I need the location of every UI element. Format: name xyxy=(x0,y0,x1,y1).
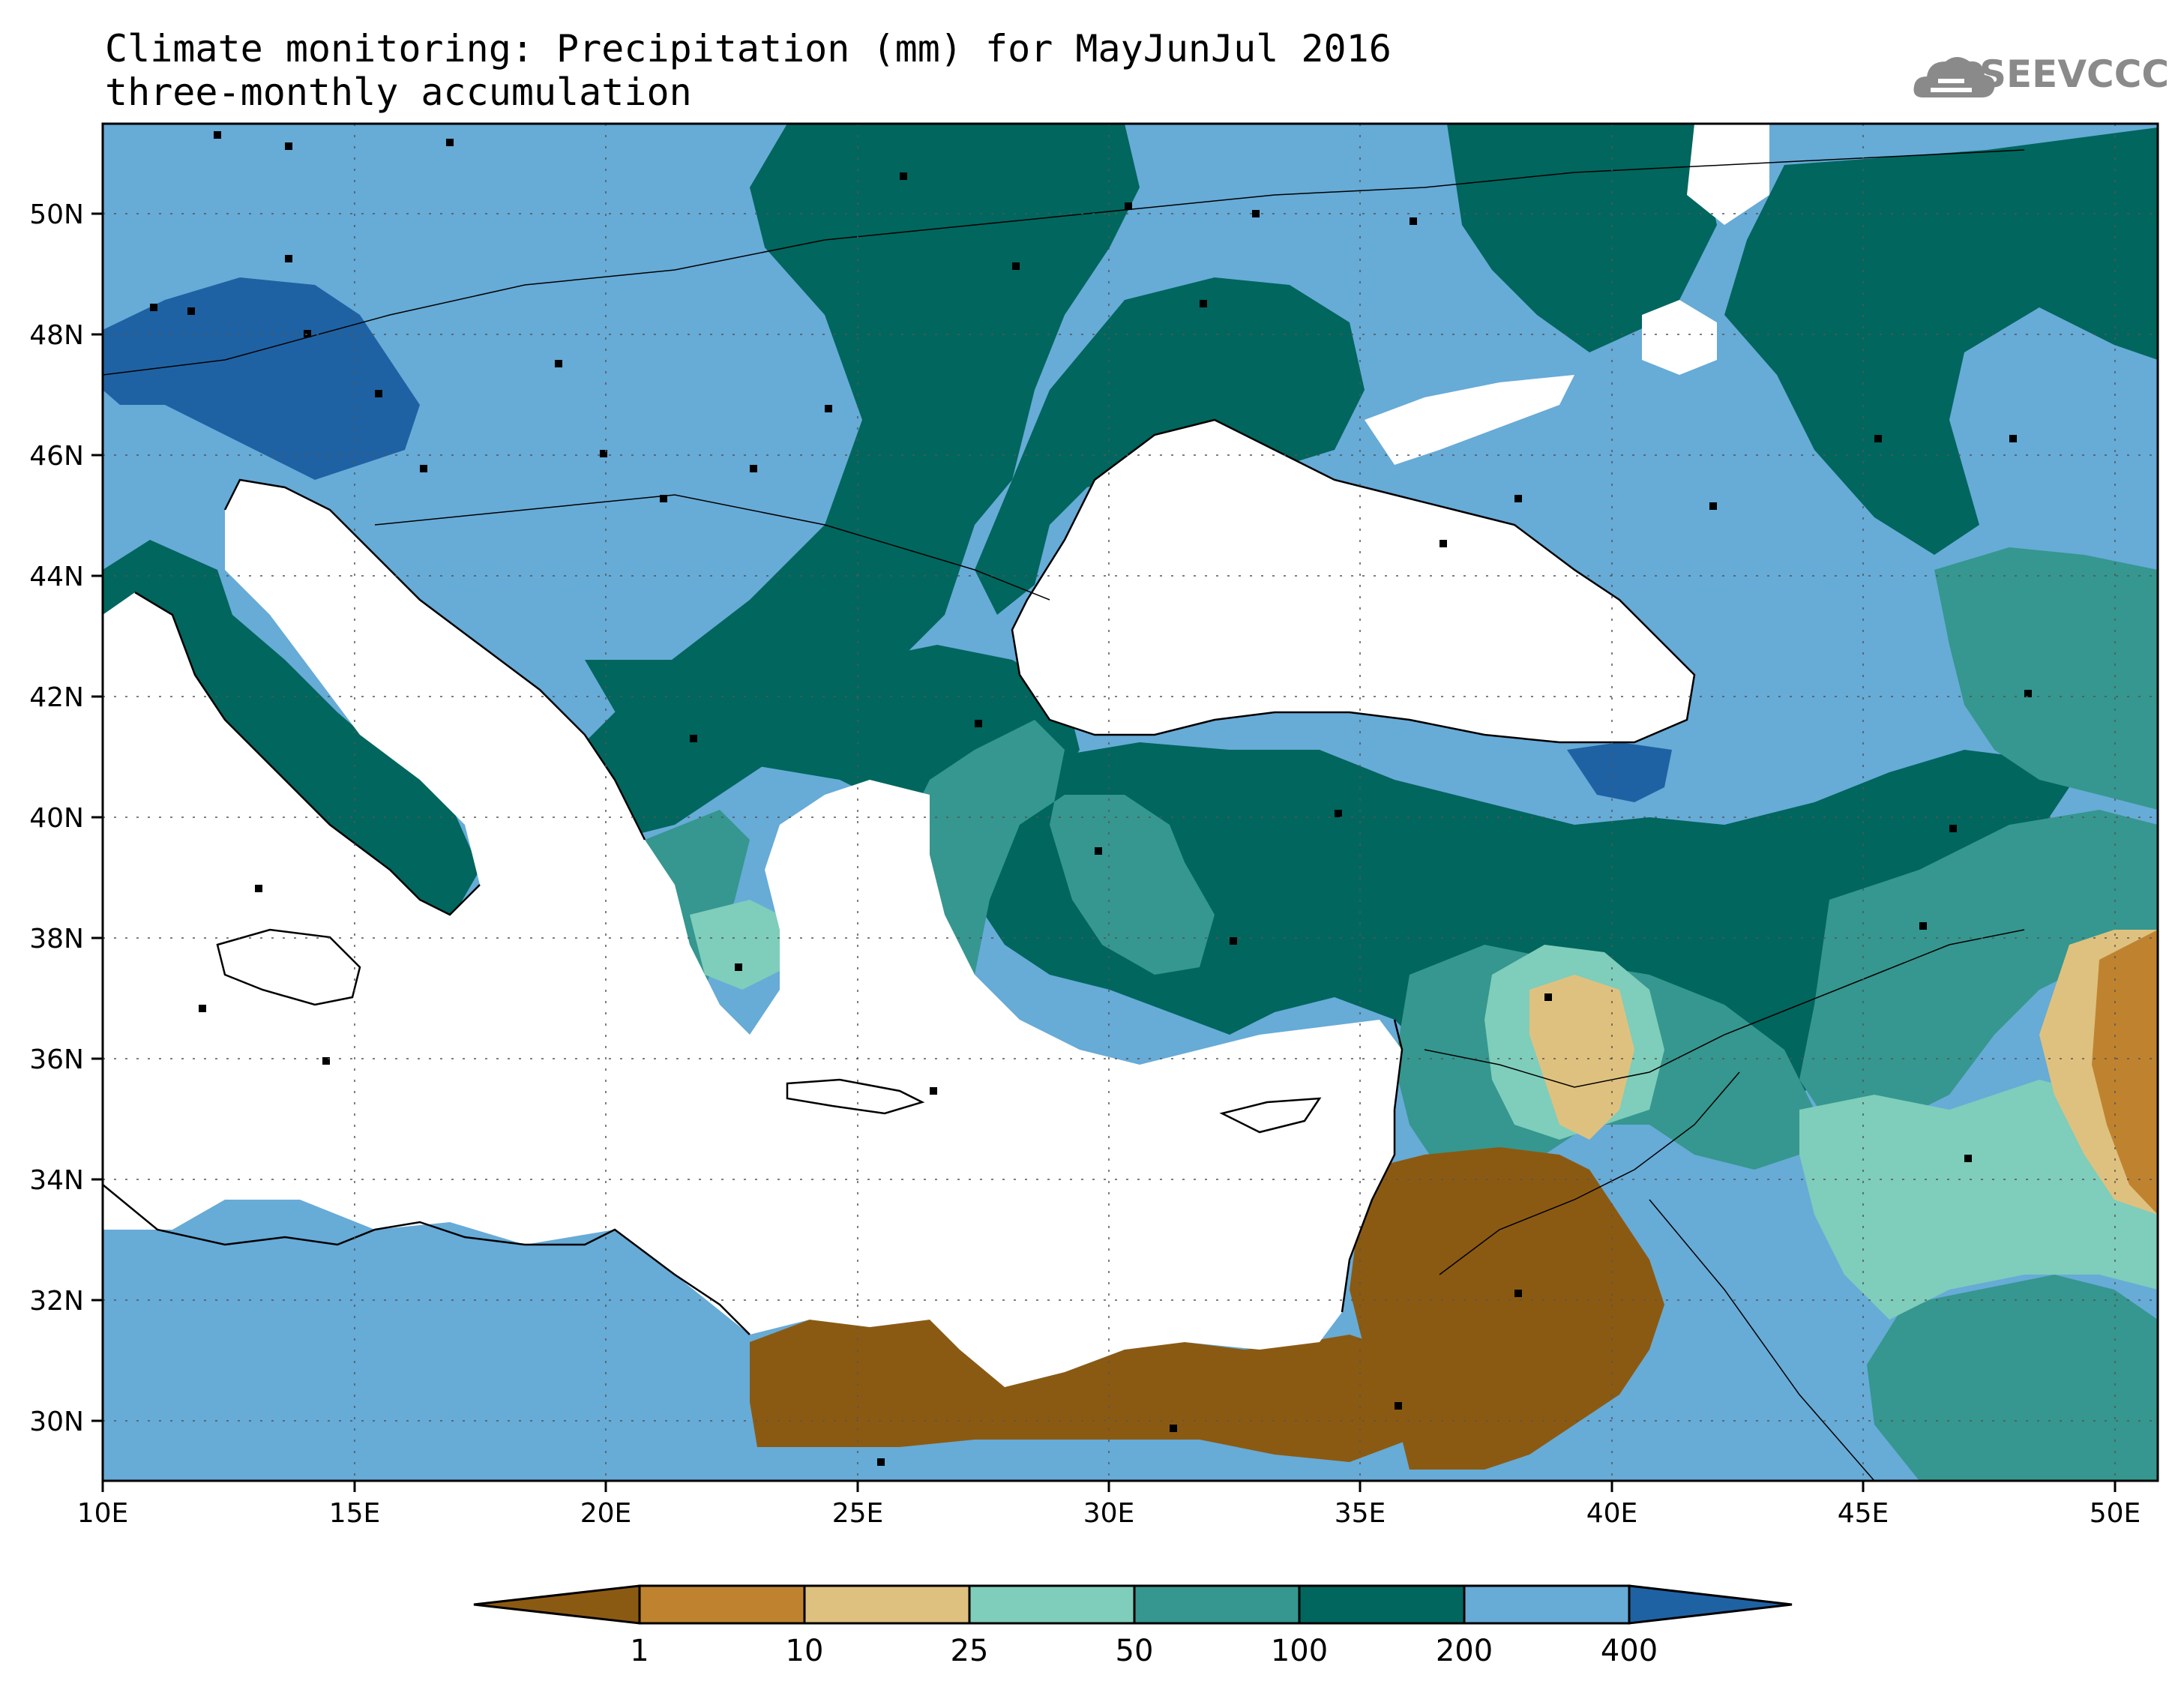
y-tick-label: 42N xyxy=(29,682,84,713)
cloud-icon xyxy=(1913,57,1995,97)
map-subtitle: three-monthly accumulation xyxy=(105,70,692,114)
station-markers xyxy=(150,131,2032,1466)
colorbar-segment xyxy=(1628,1584,1793,1625)
x-tick-label: 50E xyxy=(2090,1498,2141,1529)
y-tick-label: 36N xyxy=(29,1044,84,1075)
region-50-100-greece xyxy=(690,900,795,990)
x-tick-label: 45E xyxy=(1838,1498,1889,1529)
region-10-25-jordan xyxy=(1529,975,1634,1140)
y-tick-label: 34N xyxy=(29,1165,84,1196)
colorbar-label: 100 xyxy=(1271,1634,1328,1668)
y-tick-label: 44N xyxy=(29,562,84,592)
sea-azov xyxy=(1365,375,1574,465)
region-above-400-georgia xyxy=(1567,742,1672,802)
colorbar xyxy=(473,1584,1793,1625)
region-100-200-iraq xyxy=(1799,810,2158,1125)
sea-caspian xyxy=(1642,300,1717,375)
country-borders xyxy=(103,149,2025,1481)
x-tick-label: 25E xyxy=(832,1498,884,1529)
colorbar-label: 50 xyxy=(1116,1634,1154,1668)
region-50-100-iraq xyxy=(1799,1080,2158,1320)
y-tick-label: 50N xyxy=(29,199,84,230)
region-100-200-turkey-west xyxy=(885,720,1215,990)
map-frame xyxy=(101,122,2159,1482)
region-below-1-egypt xyxy=(750,1320,1410,1462)
colorbar-label: 400 xyxy=(1601,1634,1658,1668)
sea-black xyxy=(1012,420,1694,742)
colorbar-segment xyxy=(803,1584,971,1625)
map-field xyxy=(103,124,2158,1481)
x-tick-label: 15E xyxy=(329,1498,381,1529)
colorbar-label: 25 xyxy=(951,1634,989,1668)
colorbar-segment xyxy=(1133,1584,1301,1625)
x-tick-label: 35E xyxy=(1335,1498,1386,1529)
logo-text: SEEVCCC xyxy=(1979,52,2170,96)
map-title: Climate monitoring: Precipitation (mm) f… xyxy=(105,27,1392,70)
x-tick-label: 30E xyxy=(1083,1498,1135,1529)
x-tick-label: 10E xyxy=(77,1498,129,1529)
graticule xyxy=(103,124,2158,1481)
region-100-200-caucasus xyxy=(1934,547,2158,810)
region-200-400-east xyxy=(1447,124,1717,352)
y-tick-label: 48N xyxy=(29,320,84,351)
colorbar-segment xyxy=(968,1584,1136,1625)
region-1-10-iran xyxy=(2092,930,2158,1215)
y-tick-label: 38N xyxy=(29,924,84,954)
y-tick-label: 40N xyxy=(29,803,84,834)
region-200-400-turkey xyxy=(945,742,2069,1125)
region-100-200-south-east xyxy=(1867,1275,2158,1481)
colorbar-segment xyxy=(1463,1584,1631,1625)
x-tick-label: 40E xyxy=(1586,1498,1638,1529)
colorbar-segment xyxy=(1298,1584,1466,1625)
x-tick-label: 20E xyxy=(580,1498,632,1529)
sea-caspian-east xyxy=(1687,124,1769,225)
sea-adriatic-mediterranean xyxy=(103,480,1402,1387)
colorbar-segment xyxy=(638,1584,806,1625)
colorbar-label: 1 xyxy=(630,1634,649,1668)
region-below-1-levant xyxy=(1350,1147,1664,1470)
y-tick-label: 30N xyxy=(29,1407,84,1437)
colorbar-label: 200 xyxy=(1436,1634,1493,1668)
colorbar-label: 10 xyxy=(786,1634,824,1668)
tick-marks xyxy=(91,212,2117,1492)
region-200-400-far-east xyxy=(1724,127,2158,555)
region-200-400-italy xyxy=(103,540,480,945)
coastlines xyxy=(103,418,1696,1335)
y-tick-label: 46N xyxy=(29,441,84,472)
colorbar-segment xyxy=(473,1584,641,1625)
y-tick-label: 32N xyxy=(29,1286,84,1317)
